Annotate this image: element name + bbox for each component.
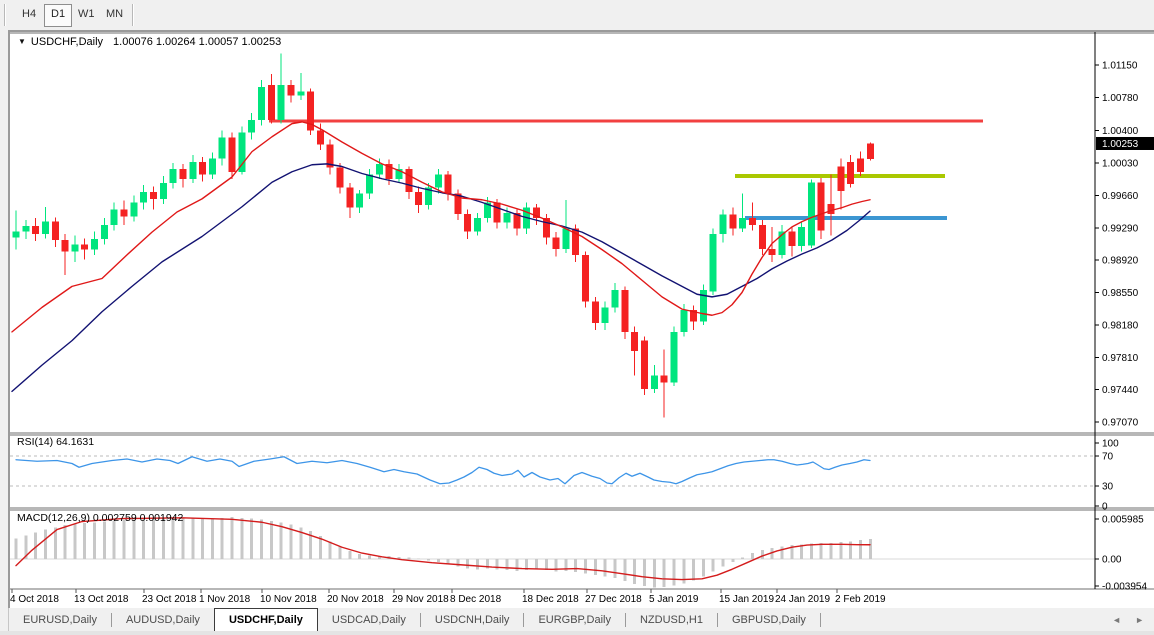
tab-usdcnh-daily[interactable]: USDCNH,Daily: [434, 613, 510, 626]
candles-layer: [12, 53, 874, 418]
timeframe-button-d1[interactable]: D1: [44, 4, 73, 27]
svg-text:24 Jan 2019: 24 Jan 2019: [775, 594, 830, 605]
svg-text:10 Nov 2018: 10 Nov 2018: [260, 594, 317, 605]
price-panel[interactable]: [11, 53, 983, 418]
tab-eurusd-daily[interactable]: EURUSD,Daily: [23, 613, 97, 626]
svg-text:0.97070: 0.97070: [1102, 418, 1139, 429]
svg-text:8 Dec 2018: 8 Dec 2018: [450, 594, 502, 605]
svg-text:1.00400: 1.00400: [1102, 126, 1139, 137]
tab-nzdusd-h1[interactable]: NZDUSD,H1: [639, 613, 703, 626]
tab-separator: [624, 612, 626, 627]
price-axis[interactable]: 1.01150 1.00780 1.00400 1.00030 0.99660 0.992…: [1095, 61, 1154, 593]
panel-borders: [10, 32, 1154, 590]
svg-text:18 Dec 2018: 18 Dec 2018: [522, 594, 579, 605]
toolbar-divider: [4, 4, 6, 26]
svg-text:23 Oct 2018: 23 Oct 2018: [142, 594, 197, 605]
timeframe-button-w1[interactable]: W1: [78, 8, 95, 20]
svg-text:29 Nov 2018: 29 Nov 2018: [392, 594, 449, 605]
tab-scroll-left-icon[interactable]: ◄: [1112, 614, 1122, 625]
tab-audusd-daily[interactable]: AUDUSD,Daily: [125, 613, 200, 626]
tab-separator: [419, 612, 421, 627]
tab-usdchf-daily[interactable]: USDCHF,Daily: [213, 608, 318, 631]
svg-text:1.00780: 1.00780: [1102, 93, 1139, 104]
svg-text:30: 30: [1102, 482, 1114, 493]
tab-gbpusd-daily[interactable]: GBPUSD,Daily: [731, 613, 806, 626]
chart-title: ▼ USDCHF,Daily 1.00076 1.00264 1.00057 1.0…: [18, 36, 281, 48]
chevron-down-icon[interactable]: ▼: [18, 37, 26, 46]
svg-text:0.97810: 0.97810: [1102, 353, 1139, 364]
tab-separator: [716, 612, 718, 627]
rsi-panel[interactable]: [10, 455, 1095, 487]
svg-text:5 Jan 2019: 5 Jan 2019: [649, 594, 699, 605]
date-axis[interactable]: 4 Oct 2018 13 Oct 2018 23 Oct 2018 1 Nov 20…: [10, 589, 886, 605]
svg-text:0.98550: 0.98550: [1102, 288, 1139, 299]
svg-text:1.00253: 1.00253: [1102, 139, 1139, 150]
svg-text:20 Nov 2018: 20 Nov 2018: [327, 594, 384, 605]
chart-symbol-label: USDCHF,Daily: [30, 36, 104, 48]
svg-text:0.98180: 0.98180: [1102, 320, 1139, 331]
svg-text:0: 0: [1102, 502, 1108, 513]
svg-text:0.98920: 0.98920: [1102, 256, 1139, 267]
window-bottom-strip: [0, 631, 1154, 635]
svg-text:0.005985: 0.005985: [1102, 515, 1144, 526]
chart-window[interactable]: 1.01150 1.00780 1.00400 1.00030 0.99660 0.992…: [8, 30, 1154, 609]
tab-scroll-arrows: ◄ ►: [1112, 608, 1154, 631]
chart-tabbar: EURUSD,Daily AUDUSD,Daily USDCHF,Daily U…: [0, 608, 1154, 632]
macd-indicator-label: MACD(12,26,9) 0.002759 0.001942: [17, 512, 184, 524]
macd-panel[interactable]: [10, 517, 1095, 588]
svg-text:2 Feb 2019: 2 Feb 2019: [835, 594, 886, 605]
timeframe-toolbar: H4 D1 W1 MN: [0, 0, 1154, 30]
svg-text:15 Jan 2019: 15 Jan 2019: [719, 594, 774, 605]
rsi-indicator-label: RSI(14) 64.1631: [17, 436, 95, 448]
current-price-tag: [1096, 136, 1154, 150]
tab-eurgbp-daily[interactable]: EURGBP,Daily: [538, 613, 611, 626]
tab-usdcad-daily[interactable]: USDCAD,Daily: [331, 613, 406, 626]
tab-separator: [110, 612, 112, 627]
svg-text:1.00030: 1.00030: [1102, 159, 1139, 170]
timeframe-button-mn[interactable]: MN: [106, 8, 124, 20]
tab-scroll-right-icon[interactable]: ►: [1135, 614, 1144, 625]
svg-text:0.99290: 0.99290: [1102, 223, 1139, 234]
svg-text:0.00: 0.00: [1102, 555, 1122, 566]
svg-text:-0.003954: -0.003954: [1102, 582, 1147, 593]
svg-text:1.01150: 1.01150: [1102, 61, 1138, 72]
svg-text:27 Dec 2018: 27 Dec 2018: [585, 594, 642, 605]
svg-text:0.97440: 0.97440: [1102, 385, 1139, 396]
toolbar-divider: [132, 4, 134, 26]
svg-text:100: 100: [1102, 439, 1119, 450]
svg-text:0.99660: 0.99660: [1102, 191, 1139, 202]
tab-separator: [819, 612, 821, 627]
timeframe-button-h4[interactable]: H4: [22, 8, 37, 20]
chart-ohlc-quotes: 1.00076 1.00264 1.00057 1.00253: [113, 36, 282, 48]
svg-text:13 Oct 2018: 13 Oct 2018: [74, 594, 129, 605]
svg-text:1 Nov 2018: 1 Nov 2018: [199, 594, 251, 605]
tab-separator: [523, 612, 525, 627]
svg-text:4 Oct 2018: 4 Oct 2018: [10, 594, 59, 605]
svg-text:70: 70: [1102, 452, 1114, 463]
chart-canvas[interactable]: 1.01150 1.00780 1.00400 1.00030 0.99660 0.992…: [10, 32, 1154, 609]
tabbar-lead: [0, 608, 9, 631]
